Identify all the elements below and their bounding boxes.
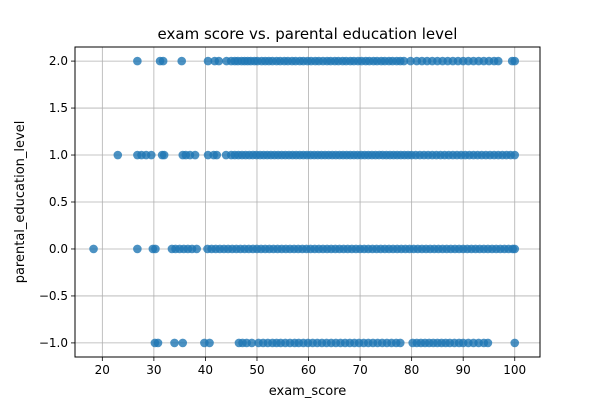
x-tick-label: 60 bbox=[301, 363, 316, 377]
x-tick-label: 20 bbox=[95, 363, 110, 377]
data-point bbox=[159, 150, 169, 160]
x-tick-label: 70 bbox=[352, 363, 367, 377]
data-point bbox=[483, 338, 493, 348]
data-point bbox=[146, 150, 156, 160]
data-point bbox=[133, 56, 142, 66]
grid bbox=[75, 47, 540, 357]
data-point bbox=[212, 150, 222, 160]
y-tick-label: 1.0 bbox=[49, 148, 68, 162]
x-tick-label: 40 bbox=[198, 363, 213, 377]
data-point bbox=[399, 56, 409, 66]
data-point bbox=[89, 244, 98, 254]
data-point bbox=[510, 56, 520, 66]
data-point bbox=[178, 338, 188, 348]
data-point bbox=[247, 338, 257, 348]
x-axis-label: exam_score bbox=[269, 384, 347, 399]
data-point bbox=[190, 150, 200, 160]
data-point bbox=[510, 150, 520, 160]
chart-title: exam score vs. parental education level bbox=[158, 25, 458, 43]
x-tick-label: 90 bbox=[456, 363, 471, 377]
y-axis-label: parental_education_level bbox=[13, 121, 28, 284]
data-point bbox=[153, 338, 163, 348]
x-tick-label: 100 bbox=[503, 363, 526, 377]
data-point bbox=[151, 244, 160, 254]
data-point bbox=[205, 338, 214, 348]
y-tick-label: −0.5 bbox=[39, 289, 68, 303]
data-point bbox=[170, 338, 179, 348]
x-tick-label: 30 bbox=[146, 363, 161, 377]
data-point bbox=[177, 56, 187, 66]
data-point bbox=[510, 244, 520, 254]
data-point bbox=[113, 150, 123, 160]
y-tick-label: 0.0 bbox=[49, 242, 68, 256]
x-tick-label: 50 bbox=[249, 363, 264, 377]
y-axis-ticks: −1.0 −0.5 0.0 0.5 1.0 1.5 2.0 bbox=[39, 54, 75, 350]
data-point bbox=[158, 56, 168, 66]
data-point bbox=[133, 244, 142, 254]
y-tick-label: −1.0 bbox=[39, 336, 68, 350]
data-point bbox=[493, 56, 503, 66]
data-point bbox=[192, 244, 201, 254]
data-point bbox=[203, 56, 213, 66]
y-tick-label: 2.0 bbox=[49, 54, 68, 68]
y-tick-label: 1.5 bbox=[49, 101, 68, 115]
y-tick-label: 0.5 bbox=[49, 195, 68, 209]
data-point bbox=[406, 56, 415, 66]
data-point bbox=[214, 56, 224, 66]
x-tick-label: 80 bbox=[404, 363, 419, 377]
x-axis-ticks: 20 30 40 50 60 70 80 90 100 bbox=[95, 357, 526, 377]
data-point bbox=[395, 338, 405, 348]
data-point bbox=[510, 338, 520, 348]
data-points bbox=[89, 56, 520, 348]
